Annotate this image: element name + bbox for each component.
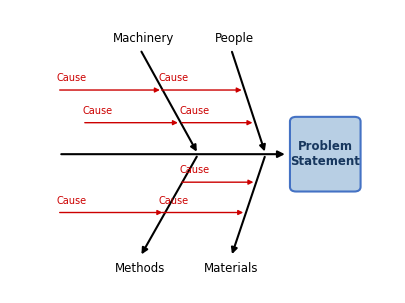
Text: Cause: Cause (179, 106, 209, 116)
Text: Cause: Cause (159, 195, 189, 205)
Text: Methods: Methods (115, 261, 165, 275)
Text: Cause: Cause (82, 106, 112, 116)
FancyBboxPatch shape (290, 117, 360, 191)
Text: Materials: Materials (204, 261, 258, 275)
Text: Cause: Cause (57, 73, 87, 83)
Text: People: People (215, 32, 254, 45)
Text: Machinery: Machinery (113, 32, 174, 45)
Text: Problem
Statement: Problem Statement (290, 140, 360, 168)
Text: Cause: Cause (179, 165, 209, 175)
Text: Cause: Cause (57, 195, 87, 205)
Text: Cause: Cause (159, 73, 189, 83)
